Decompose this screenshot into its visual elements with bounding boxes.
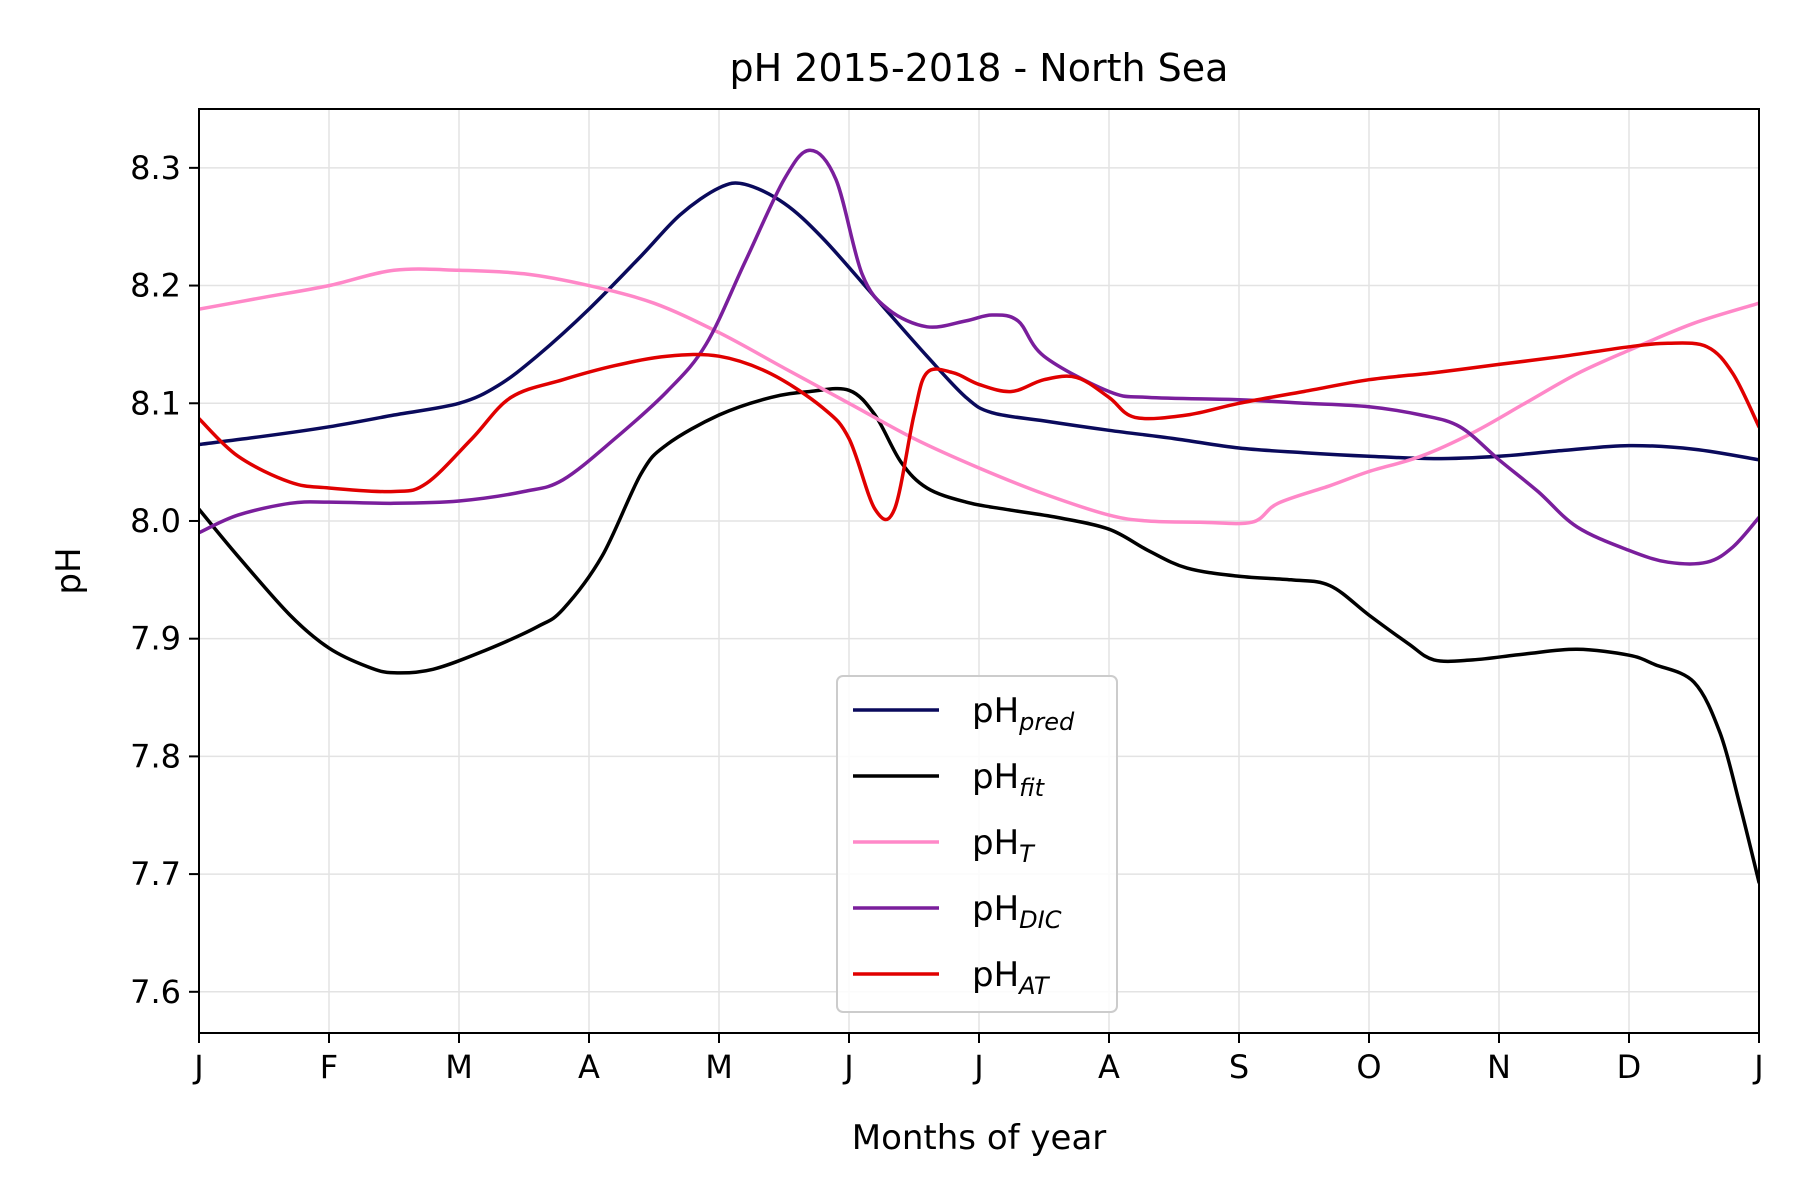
x-tick-label: J — [972, 1048, 983, 1086]
y-tick-label: 8.0 — [130, 502, 181, 540]
y-axis-label: pH — [49, 547, 89, 594]
series-line-fit — [199, 386, 1759, 885]
x-tick-label: M — [705, 1048, 733, 1086]
x-axis-label: Months of year — [852, 1118, 1107, 1158]
series-line-at — [199, 341, 1759, 522]
x-tick-label: J — [842, 1048, 853, 1086]
x-tick-label: F — [320, 1048, 338, 1086]
x-tick-label: A — [1098, 1048, 1120, 1086]
y-tick-label: 8.1 — [130, 384, 181, 422]
x-tick-label: S — [1229, 1048, 1249, 1086]
series-line-dic — [199, 148, 1759, 566]
y-tick-label: 7.7 — [130, 855, 181, 893]
legend-box — [836, 675, 1118, 1013]
x-tick-label: D — [1617, 1048, 1642, 1086]
y-tick-label: 8.2 — [130, 267, 181, 305]
y-tick-label: 7.8 — [130, 737, 181, 775]
y-axis: 7.6 7.7 7.8 7.9 8.0 8.1 8.2 8.3 — [130, 149, 199, 1011]
chart-title: pH 2015-2018 - North Sea — [730, 46, 1229, 90]
x-tick-label: J — [1752, 1048, 1763, 1086]
y-tick-label: 7.6 — [130, 973, 181, 1011]
legend-label: pHT — [972, 823, 1036, 868]
x-tick-label: M — [445, 1048, 473, 1086]
series-lines — [199, 148, 1759, 885]
x-tick-label: O — [1356, 1048, 1381, 1086]
x-tick-label: N — [1487, 1048, 1511, 1086]
y-tick-label: 8.3 — [130, 149, 181, 187]
series-line-pred — [199, 181, 1759, 462]
x-tick-label: A — [578, 1048, 600, 1086]
series-line-t — [199, 267, 1759, 526]
x-tick-label: J — [192, 1048, 203, 1086]
y-tick-label: 7.9 — [130, 620, 181, 658]
